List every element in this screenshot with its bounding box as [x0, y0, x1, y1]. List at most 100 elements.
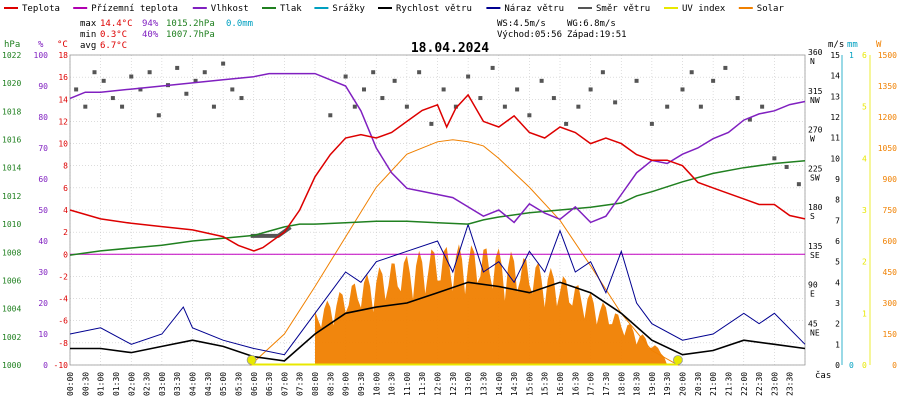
x-tick-label: 05:30 [234, 372, 243, 396]
direction-point [147, 70, 152, 75]
direction-point [156, 113, 161, 118]
wind-tick: 3 [835, 299, 840, 308]
wind-tick: 8 [835, 196, 840, 205]
direction-point [478, 96, 483, 101]
x-tick-label: 14:00 [495, 372, 504, 396]
wind-gust-stat: WG:6.8m/s [567, 19, 616, 29]
x-tick-label: 09:30 [357, 372, 366, 396]
x-tick-label: 11:30 [418, 372, 427, 396]
direction-point [239, 96, 244, 101]
direction-point [502, 104, 507, 109]
wind-tick: 13 [830, 92, 840, 101]
humidity-tick: 90 [38, 82, 48, 91]
legend: Teplota Přízemní teplota Vlhkost Tlak Srážky… [4, 4, 784, 14]
unit-pct: % [38, 40, 44, 50]
direction-name: E [810, 290, 815, 299]
legend-label: Teplota [22, 4, 60, 14]
direction-tick: 315 [808, 87, 823, 96]
direction-point [74, 87, 79, 92]
pressure-tick: 1002 [2, 333, 21, 342]
humidity-tick: 70 [38, 144, 48, 153]
direction-point [193, 78, 198, 83]
direction-point [772, 156, 777, 161]
direction-point [760, 104, 765, 109]
rain-tick: 0 [849, 361, 854, 370]
humidity-tick: 30 [38, 268, 48, 277]
direction-point [564, 121, 569, 126]
direction-point [551, 96, 556, 101]
wind-tick: 9 [835, 175, 840, 184]
axes: 1022102010181016101410121010100810061004… [2, 48, 897, 396]
direction-tick: 270 [808, 126, 823, 135]
direction-point [110, 96, 115, 101]
direction-point [175, 65, 180, 70]
legend-label: Solar [757, 4, 785, 14]
legend-label: Rychlost větru [396, 4, 472, 14]
direction-point [417, 70, 422, 75]
x-tick-label: 08:30 [326, 372, 335, 396]
direction-point [634, 78, 639, 83]
wind-tick: 5 [835, 258, 840, 267]
temperature-tick: -8 [58, 339, 68, 348]
pressure-tick: 1010 [2, 220, 21, 229]
direction-point [665, 104, 670, 109]
stat-min-press: 1007.7hPa [166, 30, 215, 40]
x-tick-label: 04:30 [204, 372, 213, 396]
x-tick-label: 21:00 [709, 372, 718, 396]
direction-point [527, 113, 532, 118]
x-tick-label: 06:30 [265, 372, 274, 396]
x-tick-label: 10:00 [372, 372, 381, 396]
stat-max-rain: 0.0mm [226, 19, 253, 29]
temperature-tick: 8 [63, 162, 68, 171]
wind-tick: 6 [835, 237, 840, 246]
wind-series [70, 281, 806, 362]
wind-tick: 10 [830, 154, 840, 163]
direction-point [120, 104, 125, 109]
solar-tick: 1500 [878, 51, 897, 60]
wind-tick: 12 [830, 113, 840, 122]
direction-tick: 45 [808, 319, 818, 328]
uv-tick: 0 [862, 361, 867, 370]
plot-area [69, 54, 806, 366]
x-tick-label: 01:30 [112, 372, 121, 396]
stat-avg-label: avg [80, 41, 96, 51]
x-tick-label: 05:00 [219, 372, 228, 396]
x-tick-label: 20:00 [679, 372, 688, 396]
pressure-tick: 1012 [2, 192, 21, 201]
x-tick-label: 15:30 [541, 372, 550, 396]
x-tick-label: 12:00 [434, 372, 443, 396]
direction-point [362, 87, 366, 92]
x-tick-label: 18:30 [633, 372, 642, 396]
unit-w: W [876, 40, 882, 50]
x-tick-label: 08:00 [311, 372, 320, 396]
solar-tick: 900 [883, 175, 898, 184]
stat-min-temp: 0.3°C [100, 30, 127, 40]
legend-label: Přízemní teplota [91, 4, 178, 14]
temperature-tick: -4 [58, 295, 68, 304]
direction-point [698, 104, 703, 109]
direction-point [490, 65, 495, 70]
wind-stats: WS:4.5m/s WG:6.8m/s Východ:05:56 Západ:1… [497, 19, 627, 40]
stat-max-label: max [80, 19, 97, 29]
temperature-tick: 6 [63, 184, 68, 193]
direction-point [92, 70, 97, 75]
solar-tick: 750 [883, 206, 898, 215]
wind-tick: 1 [835, 340, 840, 349]
direction-point [784, 164, 789, 169]
humidity-series [69, 72, 806, 224]
x-tick-label: 18:00 [617, 372, 626, 396]
x-tick-label: 22:30 [755, 372, 764, 396]
direction-name: N [810, 57, 815, 66]
temperature-tick: 14 [58, 95, 68, 104]
humidity-tick: 40 [38, 237, 48, 246]
wind-tick: 2 [835, 320, 840, 329]
direction-point [613, 100, 618, 105]
direction-point [184, 91, 189, 96]
direction-point [588, 87, 593, 92]
direction-name: S [810, 212, 815, 221]
legend-label: Tlak [280, 4, 302, 14]
unit-labels: hPa % °C m/s mm W [4, 40, 882, 50]
pressure-tick: 1022 [2, 51, 21, 60]
humidity-tick: 80 [38, 113, 48, 122]
wind-tick: 15 [830, 51, 840, 60]
